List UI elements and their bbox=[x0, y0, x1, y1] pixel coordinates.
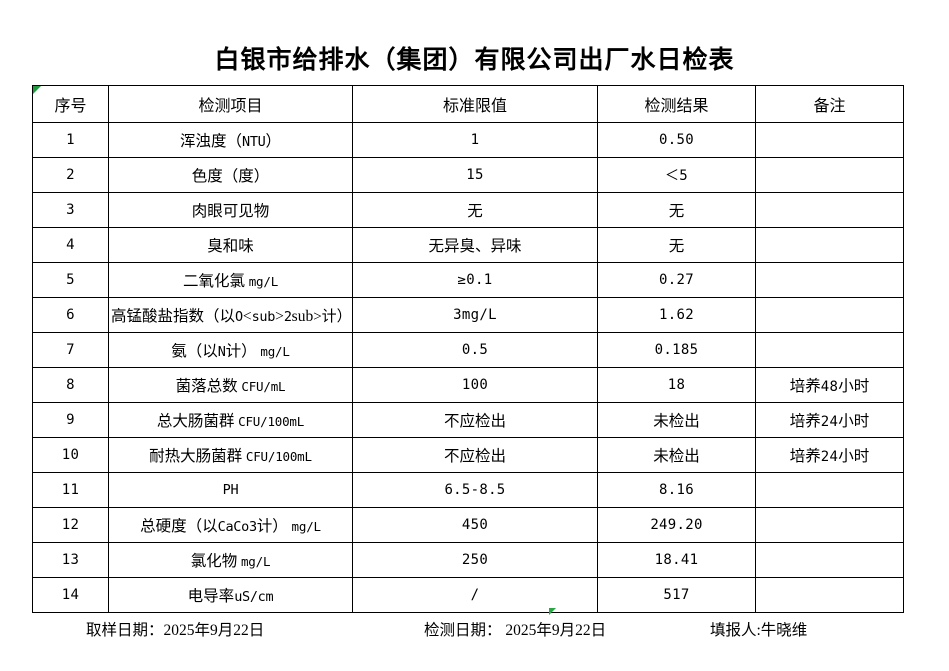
cell-no: 10 bbox=[32, 437, 109, 473]
cell-no: 6 bbox=[32, 297, 109, 333]
column-header-no: 序号 bbox=[32, 85, 109, 123]
cell-note bbox=[755, 472, 904, 508]
cell-no: 4 bbox=[32, 227, 109, 263]
cell-limit: 250 bbox=[352, 542, 598, 578]
cell-no: 11 bbox=[32, 472, 109, 508]
table-row: 5 二氧化氯 mg/L ≥0.1 0.27 bbox=[32, 262, 904, 298]
column-header-limit: 标准限值 bbox=[352, 85, 598, 123]
cell-no: 14 bbox=[32, 577, 109, 613]
cell-limit: 0.5 bbox=[352, 332, 598, 368]
cell-result: ＜5 bbox=[597, 157, 756, 193]
cell-note bbox=[755, 157, 904, 193]
daily-inspection-table: 序号 检测项目 标准限值 检测结果 备注 1 浑浊度（NTU） 1 0.50 2 色度（度… bbox=[32, 85, 904, 613]
cell-item: PH bbox=[108, 472, 353, 508]
cell-no: 8 bbox=[32, 367, 109, 403]
cell-note bbox=[755, 262, 904, 298]
table-row: 13 氯化物 mg/L 250 18.41 bbox=[32, 542, 904, 578]
cell-limit: 450 bbox=[352, 507, 598, 543]
table-row: 9 总大肠菌群 CFU/100mL 不应检出 未检出 培养24小时 bbox=[32, 402, 904, 438]
cell-result: 未检出 bbox=[597, 437, 756, 473]
cell-item: 臭和味 bbox=[108, 227, 353, 263]
table-row: 4 臭和味 无异臭、异味无 bbox=[32, 227, 904, 263]
cell-result: 1.62 bbox=[597, 297, 756, 333]
cell-note: 培养24小时 bbox=[755, 437, 904, 473]
cell-item: 耐热大肠菌群 CFU/100mL bbox=[108, 437, 353, 473]
cell-item: 氯化物 mg/L bbox=[108, 542, 353, 578]
table-row: 2 色度（度） 15 ＜5 bbox=[32, 157, 904, 193]
cell-no: 2 bbox=[32, 157, 109, 193]
table-row: 14 电导率uS/cm/517 bbox=[32, 577, 904, 613]
cell-note: 培养24小时 bbox=[755, 402, 904, 438]
cell-no: 5 bbox=[32, 262, 109, 298]
cell-result: 0.27 bbox=[597, 262, 756, 298]
cell-result: 8.16 bbox=[597, 472, 756, 508]
cell-no: 9 bbox=[32, 402, 109, 438]
cell-item: 总硬度（以CaCo3计） mg/L bbox=[108, 507, 353, 543]
reporter-label: 填报人:牛晓维 bbox=[710, 622, 808, 639]
cell-no: 13 bbox=[32, 542, 109, 578]
cell-limit: 不应检出 bbox=[352, 402, 598, 438]
cell-item: 电导率uS/cm bbox=[108, 577, 353, 613]
cell-item: 菌落总数 CFU/mL bbox=[108, 367, 353, 403]
cell-result: 未检出 bbox=[597, 402, 756, 438]
cell-note: 培养48小时 bbox=[755, 367, 904, 403]
cell-note bbox=[755, 297, 904, 333]
column-header-result: 检测结果 bbox=[597, 85, 756, 123]
table-body: 序号 检测项目 标准限值 检测结果 备注 1 浑浊度（NTU） 1 0.50 2 色度（度… bbox=[32, 85, 904, 613]
table-header-row: 序号 检测项目 标准限值 检测结果 备注 bbox=[32, 85, 904, 123]
cell-limit: 无异臭、异味 bbox=[352, 227, 598, 263]
cell-no: 12 bbox=[32, 507, 109, 543]
cell-limit: 1 bbox=[352, 122, 598, 158]
cell-note bbox=[755, 332, 904, 368]
cell-limit: 15 bbox=[352, 157, 598, 193]
cell-limit: 6.5-8.5 bbox=[352, 472, 598, 508]
table-row: 7 氨（以N计） mg/L 0.5 0.185 bbox=[32, 332, 904, 368]
table-row: 11 PH 6.5-8.5 8.16 bbox=[32, 472, 904, 508]
cell-result: 18.41 bbox=[597, 542, 756, 578]
column-header-item: 检测项目 bbox=[108, 85, 353, 123]
cell-limit: 3mg/L bbox=[352, 297, 598, 333]
report-table-container: 序号 检测项目 标准限值 检测结果 备注 1 浑浊度（NTU） 1 0.50 2 色度（度… bbox=[32, 85, 904, 613]
cell-limit: 100 bbox=[352, 367, 598, 403]
cell-item: 氨（以N计） mg/L bbox=[108, 332, 353, 368]
cell-item: 浑浊度（NTU） bbox=[108, 122, 353, 158]
cell-no: 3 bbox=[32, 192, 109, 228]
table-row: 1 浑浊度（NTU） 1 0.50 bbox=[32, 122, 904, 158]
cell-limit: 不应检出 bbox=[352, 437, 598, 473]
cell-no: 1 bbox=[32, 122, 109, 158]
cell-result: 无 bbox=[597, 227, 756, 263]
cell-result: 0.185 bbox=[597, 332, 756, 368]
cell-result: 517 bbox=[597, 577, 756, 613]
cell-result: 0.50 bbox=[597, 122, 756, 158]
cell-note bbox=[755, 507, 904, 543]
test-date-label: 检测日期： 2025年9月22日 bbox=[424, 622, 607, 639]
cell-item: 肉眼可见物 bbox=[108, 192, 353, 228]
cell-item: 色度（度） bbox=[108, 157, 353, 193]
cell-note bbox=[755, 192, 904, 228]
table-row: 12 总硬度（以CaCo3计） mg/L 450 249.20 bbox=[32, 507, 904, 543]
table-row: 10 耐热大肠菌群 CFU/100mL 不应检出 未检出 培养24小时 bbox=[32, 437, 904, 473]
cell-result: 249.20 bbox=[597, 507, 756, 543]
cell-note bbox=[755, 542, 904, 578]
column-header-note: 备注 bbox=[755, 85, 904, 123]
table-row: 3 肉眼可见物无无 bbox=[32, 192, 904, 228]
cell-note bbox=[755, 577, 904, 613]
footer: 取样日期：2025年9月22日 检测日期： 2025年9月22日 填报人:牛晓维 bbox=[32, 618, 922, 648]
table-row: 8 菌落总数 CFU/mL 100 18 培养48小时 bbox=[32, 367, 904, 403]
cell-no: 7 bbox=[32, 332, 109, 368]
cell-item: 二氧化氯 mg/L bbox=[108, 262, 353, 298]
cell-limit: ≥0.1 bbox=[352, 262, 598, 298]
cell-limit: / bbox=[352, 577, 598, 613]
cell-note bbox=[755, 227, 904, 263]
cell-limit: 无 bbox=[352, 192, 598, 228]
cell-result: 18 bbox=[597, 367, 756, 403]
cell-result: 无 bbox=[597, 192, 756, 228]
cell-item: 高锰酸盐指数（以O<sub>2sub>计） mg/L bbox=[108, 297, 353, 333]
page-title: 白银市给排水（集团）有限公司出厂水日检表 bbox=[214, 47, 735, 74]
cell-note bbox=[755, 122, 904, 158]
sample-date-label: 取样日期：2025年9月22日 bbox=[86, 622, 265, 639]
cell-item: 总大肠菌群 CFU/100mL bbox=[108, 402, 353, 438]
